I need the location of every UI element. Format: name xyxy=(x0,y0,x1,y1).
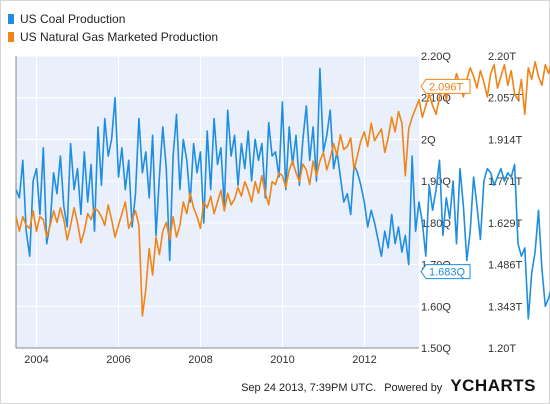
ycharts-logo[interactable]: Y CHARTS xyxy=(450,376,536,396)
y-left-tick-label: 1.50Q xyxy=(421,343,451,355)
last-value-label-gas: 2.096T xyxy=(429,81,464,93)
timestamp: Sep 24 2013, 7:39PM UTC. xyxy=(241,382,377,394)
footer: Sep 24 2013, 7:39PM UTC. Powered by Y CHA… xyxy=(241,376,536,396)
logo-y: Y xyxy=(450,376,463,395)
legend-swatch-gas xyxy=(8,32,14,42)
legend-item-gas[interactable]: US Natural Gas Marketed Production xyxy=(8,28,218,46)
y-right-tick-label: 1.914T xyxy=(488,134,523,146)
x-tick-label: 2008 xyxy=(188,354,212,366)
y-right-tick-label: 2.20T xyxy=(488,51,516,63)
y-left-tick-label: 2Q xyxy=(421,134,436,146)
legend-swatch-coal xyxy=(8,14,14,24)
y-right-tick-label: 1.343T xyxy=(488,301,523,313)
y-right-tick-label: 1.629T xyxy=(488,218,523,230)
x-tick-label: 2010 xyxy=(270,354,294,366)
series-line-gas xyxy=(15,60,550,317)
last-value-flag-gas xyxy=(420,78,471,94)
y-left-tick-label: 1.60Q xyxy=(421,301,451,313)
y-left-tick-label: 2.20Q xyxy=(421,51,451,63)
legend: US Coal Production US Natural Gas Market… xyxy=(8,10,218,46)
legend-item-coal[interactable]: US Coal Production xyxy=(8,10,218,28)
y-right-tick-label: 1.486T xyxy=(488,260,523,272)
x-tick-label: 2012 xyxy=(352,354,376,366)
x-tick-label: 2004 xyxy=(24,354,48,366)
last-value-flag-coal xyxy=(420,264,471,280)
legend-label-gas: US Natural Gas Marketed Production xyxy=(20,30,219,44)
powered-by-text: Powered by xyxy=(384,382,443,394)
series-line-coal xyxy=(15,67,550,320)
legend-label-coal: US Coal Production xyxy=(20,12,126,26)
logo-text: CHARTS xyxy=(462,376,536,395)
y-right-tick-label: 1.20T xyxy=(488,343,516,355)
last-value-label-coal: 1.683Q xyxy=(429,267,466,279)
x-tick-label: 2006 xyxy=(106,354,130,366)
y-right-tick-label: 2.057T xyxy=(488,93,523,105)
y-left-tick-label: 1.80Q xyxy=(421,218,451,230)
